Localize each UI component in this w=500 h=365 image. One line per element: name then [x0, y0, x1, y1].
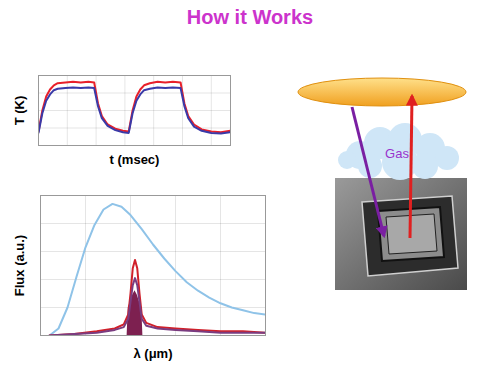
svg-text:λ (μm): λ (μm): [133, 346, 172, 361]
svg-text:T (K): T (K): [12, 96, 27, 126]
svg-text:Gas: Gas: [385, 146, 409, 161]
svg-text:Flux (a.u.): Flux (a.u.): [12, 235, 27, 296]
svg-text:t (msec): t (msec): [110, 152, 160, 167]
html-text:How it Works: How it Works: [186, 6, 314, 28]
